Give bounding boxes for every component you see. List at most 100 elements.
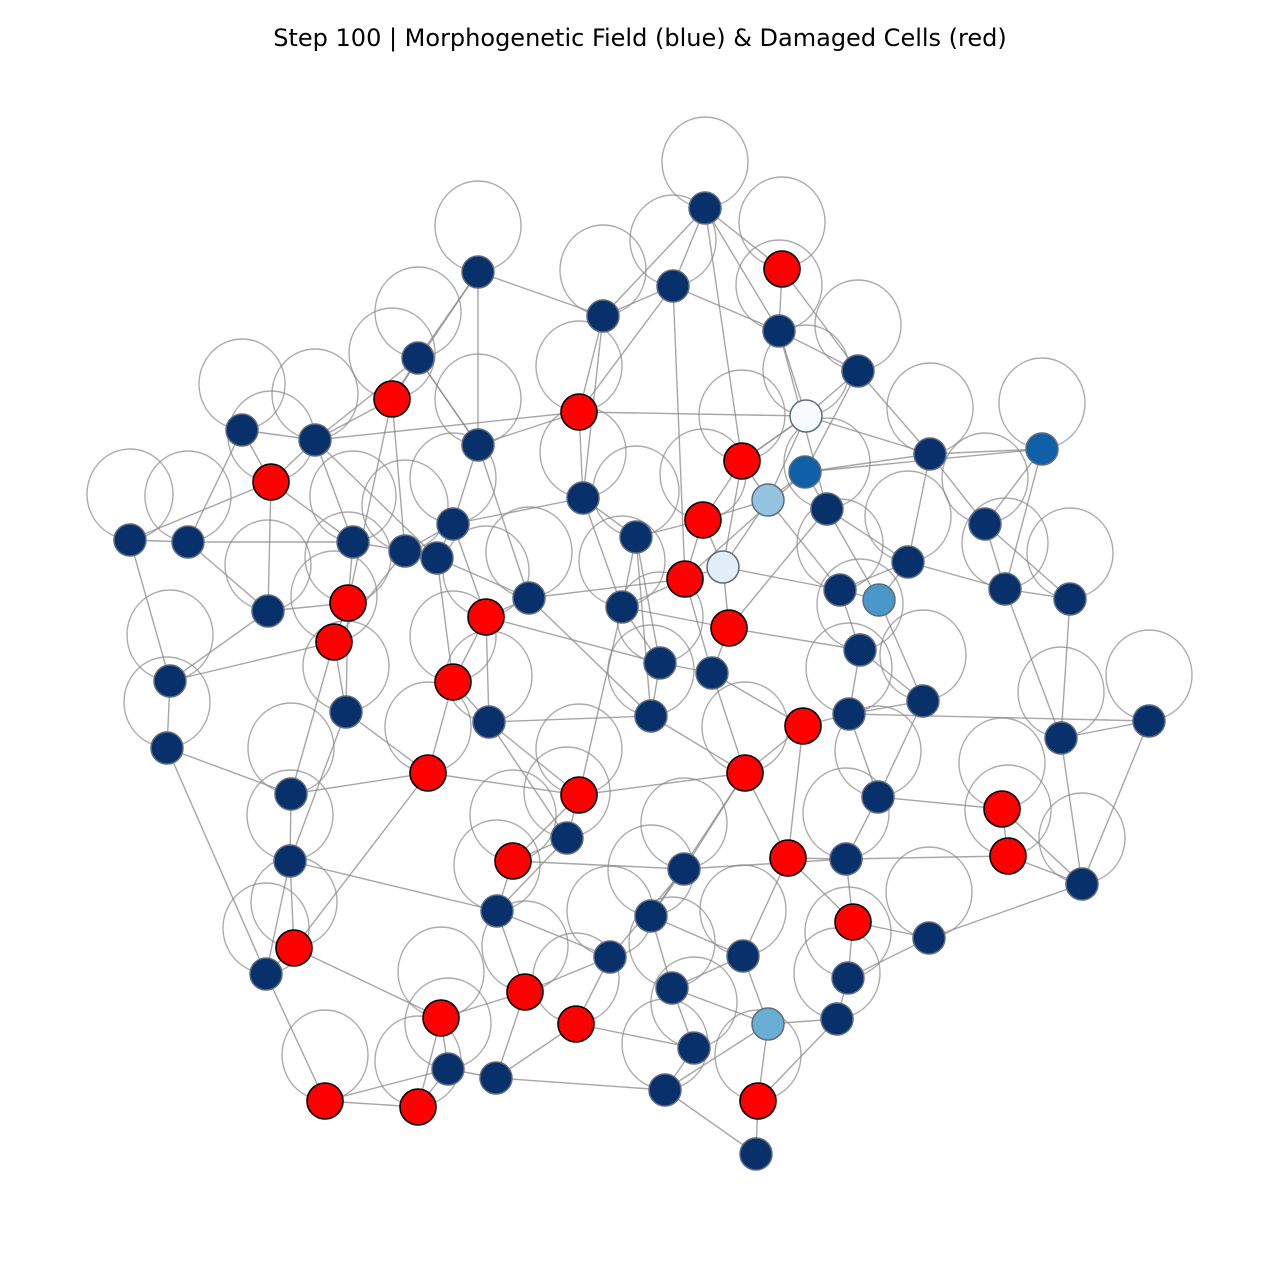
- damaged-cell-node-1: [763, 250, 801, 288]
- field-cell-node-80: [249, 957, 283, 991]
- field-cell-node-91: [648, 1073, 682, 1107]
- edge-206: [452, 497, 584, 525]
- field-cell-node-90: [479, 1061, 513, 1095]
- edge-96: [528, 597, 652, 717]
- edge-88: [722, 566, 841, 591]
- field-cell-node-66: [273, 844, 307, 878]
- edge-11: [477, 271, 604, 317]
- field-cell-node-11: [225, 413, 259, 447]
- damaged-cell-node-94: [739, 1082, 777, 1120]
- field-cell-node-74: [634, 899, 668, 933]
- edges-layer: [129, 207, 1150, 1155]
- field-cell-node-21: [810, 492, 844, 526]
- edge-194: [324, 1068, 449, 1102]
- field-cell-node-23: [436, 507, 470, 541]
- field-cell-node-17: [1025, 432, 1059, 466]
- edge-39: [314, 439, 354, 543]
- damaged-cell-node-77: [275, 929, 313, 967]
- damaged-cell-node-60: [726, 754, 764, 792]
- edge-141: [290, 772, 429, 795]
- field-cell-node-50: [906, 684, 940, 718]
- edge-166: [928, 883, 1083, 939]
- field-cell-node-5: [762, 314, 796, 348]
- field-cell-node-0: [688, 191, 722, 225]
- edge-214: [169, 641, 335, 682]
- edge-196: [664, 1089, 757, 1155]
- edge-200: [664, 1023, 769, 1091]
- edge-54: [1004, 448, 1043, 590]
- edge-29: [314, 411, 580, 441]
- damaged-cell-node-9: [560, 393, 598, 431]
- damaged-cell-node-44: [315, 623, 353, 661]
- field-cell-node-6: [841, 354, 875, 388]
- edge-195: [495, 1077, 666, 1091]
- damaged-cell-node-85: [557, 1005, 595, 1043]
- field-cell-node-31: [706, 550, 740, 584]
- edge-6: [781, 268, 859, 372]
- damaged-cell-node-33: [666, 560, 704, 598]
- field-cell-node-82: [655, 971, 689, 1005]
- nodes-layer: [113, 191, 1166, 1171]
- edge-211: [289, 860, 498, 912]
- edge-101: [878, 599, 924, 702]
- field-cell-node-10: [789, 399, 823, 433]
- field-cell-node-4: [586, 299, 620, 333]
- edge-149: [877, 796, 1003, 810]
- edge-204: [485, 616, 661, 664]
- field-cell-node-20: [751, 483, 785, 517]
- edge-134: [848, 713, 1150, 722]
- damaged-cell-node-62: [560, 776, 598, 814]
- edge-133: [787, 725, 804, 859]
- field-cell-node-86: [751, 1007, 785, 1041]
- field-cell-node-88: [677, 1031, 711, 1065]
- edge-143: [578, 772, 746, 796]
- edge-111: [728, 627, 861, 651]
- edge-1: [602, 207, 706, 317]
- field-cell-node-38: [988, 572, 1022, 606]
- field-cell-node-35: [605, 590, 639, 624]
- field-cell-node-73: [480, 894, 514, 928]
- edge-37: [187, 429, 243, 543]
- edge-40: [314, 439, 438, 559]
- field-cell-node-71: [667, 852, 701, 886]
- edge-30: [578, 411, 807, 417]
- edge-180: [265, 973, 326, 1102]
- field-cell-node-69: [829, 842, 863, 876]
- field-cell-node-76: [912, 921, 946, 955]
- field-cell-node-37: [862, 583, 896, 617]
- edge-92: [528, 578, 686, 599]
- field-cell-node-47: [695, 656, 729, 690]
- edge-51: [929, 448, 1043, 455]
- field-cell-node-16: [913, 437, 947, 471]
- field-cell-node-39: [1053, 582, 1087, 616]
- field-cell-node-7: [401, 341, 435, 375]
- damaged-cell-node-83: [506, 973, 544, 1011]
- edge-75: [129, 539, 171, 682]
- field-cell-node-81: [831, 961, 865, 995]
- damaged-cell-node-18: [252, 463, 290, 501]
- figure-title: Step 100 | Morphogenetic Field (blue) & …: [273, 24, 1007, 52]
- edge-55: [129, 481, 272, 541]
- edge-156: [265, 860, 291, 975]
- field-cell-node-57: [1132, 704, 1166, 738]
- edge-85: [635, 536, 661, 664]
- field-cell-node-89: [431, 1052, 465, 1086]
- edge-83: [436, 557, 454, 683]
- edge-13: [391, 271, 479, 400]
- edge-59: [582, 497, 623, 608]
- edge-191: [757, 1018, 838, 1102]
- edge-77: [187, 541, 269, 612]
- damaged-cell-node-75: [834, 903, 872, 941]
- edge-42: [477, 444, 530, 599]
- field-cell-node-36: [823, 573, 857, 607]
- field-cell-node-19: [566, 481, 600, 515]
- damaged-cell-node-54: [784, 707, 822, 745]
- edge-26: [391, 398, 406, 552]
- edge-213: [683, 858, 847, 870]
- edge-2: [704, 207, 780, 332]
- field-cell-node-45: [843, 633, 877, 667]
- edge-104: [1060, 598, 1071, 739]
- damaged-cell-node-64: [983, 790, 1021, 828]
- edge-210: [293, 772, 429, 949]
